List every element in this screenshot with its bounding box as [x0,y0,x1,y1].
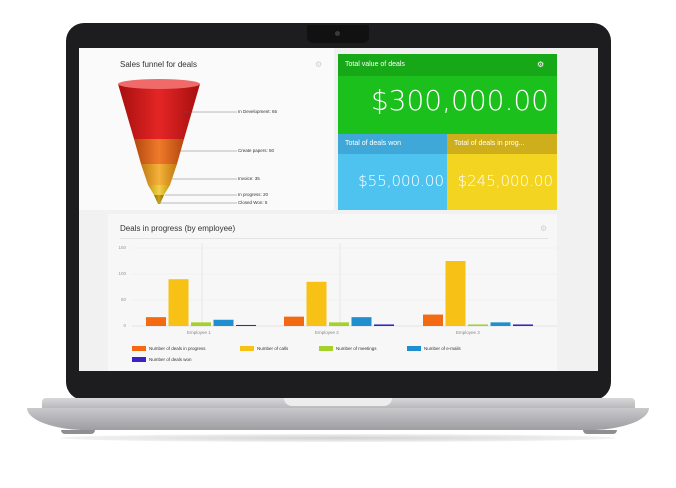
gear-icon[interactable]: ⚙ [315,60,323,69]
legend-swatch [132,357,146,363]
webcam-icon [335,31,340,36]
legend-item[interactable]: Number of calls [240,346,289,352]
funnel-stage-closed-won [154,195,164,204]
funnel-label-closed-won: Closed Won: 5 [238,200,268,205]
bar[interactable] [445,261,466,326]
sales-funnel-title: Sales funnel for deals [120,60,197,69]
legend-swatch [407,346,421,352]
bar[interactable] [468,324,488,326]
settings-gear-icon[interactable]: ⚙ [537,60,545,69]
deals-in-progress-header [447,134,557,154]
x-category-label: Employee 3 [456,330,480,335]
deals-in-progress-title: Total of deals in prog... [454,140,525,147]
legend-swatch [319,346,333,352]
x-category-label: Employee 2 [315,330,339,335]
legend-label: Number of deals in progress [149,346,206,351]
funnel-top-rim [118,79,200,89]
legend-label: Number of calls [257,346,289,351]
title-divider [120,238,548,239]
deals-won-header [338,134,447,154]
bar[interactable] [284,316,304,326]
bar[interactable] [329,322,349,326]
bar[interactable] [236,324,256,326]
legend-label: Number of meetings [336,346,377,351]
x-category-label: Employee 1 [187,330,211,335]
deals-in-progress-tile: Total of deals in prog... $245,000.00 [447,134,557,210]
total-value-tile: Total value of deals ⚙ $300,000.00 [338,54,557,134]
y-tick-label: 100 [118,271,126,276]
legend-label: Number of deals won [149,357,192,362]
bar[interactable] [374,324,394,326]
bar[interactable] [213,319,234,326]
bar[interactable] [423,314,443,326]
y-tick-label: 150 [118,245,126,250]
laptop-foot [61,430,95,434]
deals-won-amount: $55,000.00 [358,172,444,190]
laptop-screen: Sales funnel for deals ⚙ In Development:… [79,48,598,371]
bar[interactable] [513,324,533,326]
y-tick-label: 0 [123,323,126,328]
legend-label: Number of e-mails [424,346,461,351]
sales-funnel-chart [118,79,237,204]
legend-item[interactable]: Number of meetings [319,346,377,352]
bar[interactable] [168,279,189,326]
funnel-stage-create-papers [134,139,184,164]
laptop-opening-groove [284,398,392,406]
deals-in-progress-amount: $245,000.00 [457,172,553,190]
bar[interactable] [146,317,166,326]
gear-icon[interactable]: ⚙ [540,224,548,233]
total-value-title: Total value of deals [345,61,405,68]
legend-swatch [240,346,254,352]
bar[interactable] [351,317,372,326]
legend-item[interactable]: Number of deals in progress [132,346,206,352]
deals-by-employee-title: Deals in progress (by employee) [120,224,236,233]
y-tick-label: 50 [120,297,126,302]
laptop-base [27,408,649,430]
funnel-label-in-development: In Development: 65 [238,109,278,114]
funnel-label-create-papers: Create papers: 50 [238,148,275,153]
legend-item[interactable]: Number of deals won [132,357,192,363]
total-value-header [338,54,557,76]
legend-swatch [132,346,146,352]
sales-funnel-panel: Sales funnel for deals ⚙ In Development:… [79,48,334,210]
funnel-stage-in-progress [148,185,170,195]
funnel-label-in-progress: In progress: 20 [238,192,269,197]
deals-bar-chart [132,243,557,327]
laptop-shadow [60,434,616,442]
bar[interactable] [306,281,327,326]
bar[interactable] [191,322,211,326]
total-value-amount: $300,000.00 [370,84,549,117]
laptop-foot [583,430,617,434]
bar[interactable] [490,322,511,326]
funnel-stage-in-development [118,84,200,139]
funnel-label-invoice: Invoice: 35 [238,176,260,181]
deals-won-tile: Total of deals won $55,000.00 [338,134,447,210]
funnel-stage-invoice [141,164,177,185]
legend-item[interactable]: Number of e-mails [407,346,461,352]
deals-won-title: Total of deals won [345,140,402,147]
